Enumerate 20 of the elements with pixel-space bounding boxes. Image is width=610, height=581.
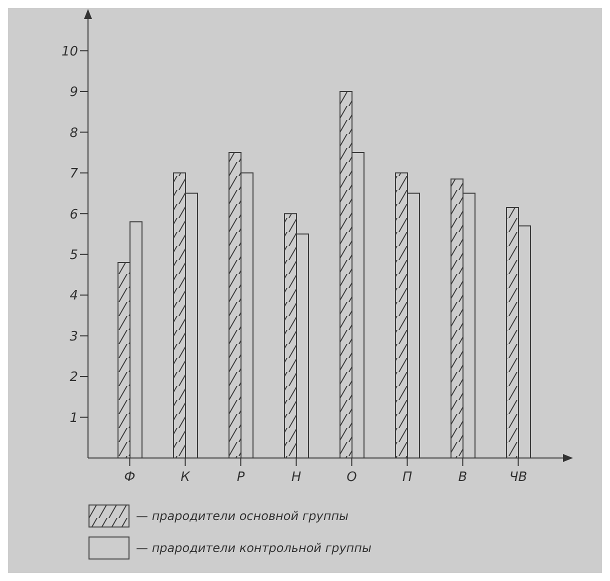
y-tick-label: 5 — [70, 248, 78, 263]
y-tick-label: 9 — [70, 85, 78, 100]
y-tick-label: 2 — [70, 370, 78, 386]
x-tick-label: П — [402, 470, 412, 486]
y-tick-label: 6 — [70, 207, 78, 222]
y-tick-label: 10 — [61, 44, 78, 60]
x-tick-label: ЧВ — [509, 470, 528, 486]
legend-label: — прародители основной группы — [136, 509, 349, 523]
x-tick-label: Ф — [124, 470, 136, 486]
x-tick-label: К — [180, 470, 191, 486]
legend-label: — прародители контрольной группы — [136, 541, 372, 555]
x-tick-label: Р — [236, 470, 245, 486]
x-tick-label: О — [346, 470, 357, 486]
y-tick-label: 8 — [70, 126, 78, 141]
x-tick-label: В — [458, 470, 468, 486]
y-tick-label: 4 — [70, 288, 78, 304]
y-tick-label: 7 — [70, 166, 79, 182]
y-tick-label: 3 — [70, 329, 78, 344]
y-tick-label: 1 — [70, 410, 78, 426]
x-tick-label: Н — [291, 470, 302, 486]
